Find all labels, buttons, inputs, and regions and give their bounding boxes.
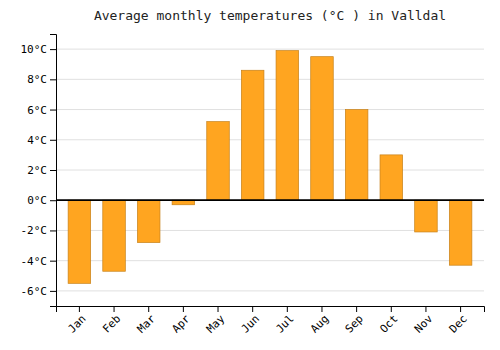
x-tick-mark <box>114 306 115 312</box>
y-tick-mark <box>50 49 56 50</box>
grid-line <box>56 170 484 171</box>
x-axis-line <box>57 307 485 313</box>
x-tick-mark <box>287 306 288 312</box>
bar <box>311 57 334 201</box>
x-tick: Apr <box>169 306 193 336</box>
x-tick-mark <box>321 306 322 312</box>
y-tick: -6°C <box>21 285 57 298</box>
x-tick: Feb <box>100 306 123 336</box>
x-tick: May <box>204 306 228 336</box>
y-tick-mark <box>50 110 56 111</box>
x-tick-label: Apr <box>169 312 193 336</box>
x-tick: Jul <box>273 306 296 336</box>
x-tick-label: Jan <box>65 312 88 335</box>
bars <box>68 51 472 284</box>
y-tick: -2°C <box>21 224 57 237</box>
bar <box>207 122 230 201</box>
y-tick-label: 2°C <box>27 164 47 177</box>
x-tick: Dec <box>447 306 470 336</box>
x-tick-mark <box>460 306 461 312</box>
grid-line <box>56 109 484 110</box>
y-tick: 0°C <box>27 194 56 207</box>
grid <box>56 49 484 291</box>
x-tick-label: May <box>204 312 228 336</box>
y-tick-label: -2°C <box>21 224 48 237</box>
y-tick-mark <box>50 200 56 201</box>
y-tick-label: -6°C <box>21 285 48 298</box>
bar <box>137 200 160 242</box>
x-tick: Oct <box>377 306 400 336</box>
bar <box>276 51 299 201</box>
bar <box>380 155 403 200</box>
y-tick-mark <box>50 140 56 141</box>
bar <box>68 200 91 283</box>
x-tick-label: Sep <box>343 312 366 335</box>
x-tick-label: Feb <box>100 312 123 335</box>
x-tick-mark <box>183 306 184 312</box>
bar <box>449 200 472 265</box>
y-tick-label: 4°C <box>27 134 47 147</box>
y-tick-mark <box>50 79 56 80</box>
x-tick-mark <box>252 306 253 312</box>
x-axis: Jan Feb Mar Apr May Jun Jul Aug Sep Oct Nov Dec <box>57 306 485 336</box>
y-tick-label: -4°C <box>21 255 48 268</box>
y-tick-mark <box>50 230 56 231</box>
x-tick-label: Aug <box>308 312 331 335</box>
grid-line <box>56 200 484 201</box>
x-tick: Aug <box>308 306 331 336</box>
y-tick: 2°C <box>27 164 56 177</box>
y-tick-mark <box>50 291 56 292</box>
chart: -6°C -4°C -2°C 0°C 2°C 4°C 6°C 8°C 10°C Jan Feb Mar… <box>0 0 500 350</box>
y-tick-label: 8°C <box>27 73 47 86</box>
x-tick-mark <box>218 306 219 312</box>
grid-line <box>56 139 484 140</box>
y-axis-line <box>50 35 57 307</box>
y-tick: 8°C <box>27 73 56 86</box>
x-tick: Nov <box>412 306 436 336</box>
y-tick-label: 10°C <box>21 43 48 56</box>
x-tick: Sep <box>343 306 366 336</box>
x-tick-mark <box>425 306 426 312</box>
title: Average monthly temperatures (°C ) in Va… <box>94 8 446 23</box>
x-tick-label: Oct <box>377 312 400 335</box>
grid-line <box>56 290 484 291</box>
y-tick-label: 0°C <box>27 194 47 207</box>
y-tick: 10°C <box>21 43 57 56</box>
x-tick: Jan <box>65 306 88 336</box>
bar <box>241 70 264 200</box>
y-tick: -4°C <box>21 255 57 268</box>
y-tick-mark <box>50 170 56 171</box>
x-tick-mark <box>148 306 149 312</box>
zero-line <box>56 199 484 201</box>
x-tick-label: Nov <box>412 312 436 336</box>
y-tick: 4°C <box>27 134 56 147</box>
y-tick-label: 6°C <box>27 104 47 117</box>
x-tick-mark <box>356 306 357 312</box>
x-tick: Mar <box>135 306 159 336</box>
x-tick: Jun <box>239 306 262 336</box>
x-tick-label: Mar <box>135 312 159 336</box>
y-tick-mark <box>50 261 56 262</box>
bar <box>103 200 126 271</box>
grid-line <box>56 79 484 80</box>
x-tick-label: Jun <box>239 312 262 335</box>
grid-line <box>56 49 484 50</box>
y-tick: 6°C <box>27 104 56 117</box>
x-tick-mark <box>79 306 80 312</box>
bar <box>345 110 368 201</box>
x-tick-mark <box>391 306 392 312</box>
bar <box>415 200 438 232</box>
plot: -6°C -4°C -2°C 0°C 2°C 4°C 6°C 8°C 10°C Jan Feb Mar… <box>21 35 485 336</box>
x-tick-label: Jul <box>273 312 296 335</box>
y-axis: -6°C -4°C -2°C 0°C 2°C 4°C 6°C 8°C 10°C <box>21 35 57 307</box>
x-tick-label: Dec <box>447 312 470 335</box>
